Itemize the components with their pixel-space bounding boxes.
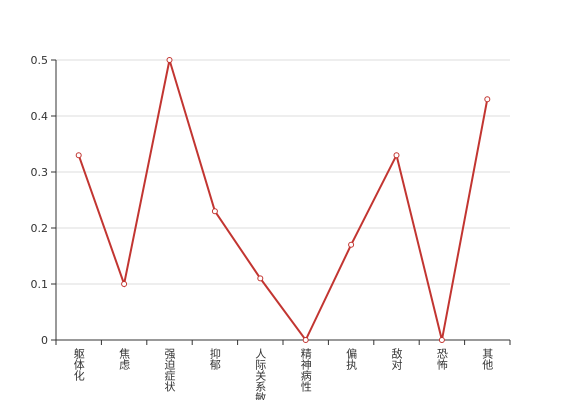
x-tick-label: 强迫症状 (163, 348, 176, 392)
y-tick-label: 0.4 (31, 110, 49, 123)
y-tick-label: 0.3 (31, 166, 49, 179)
line (77, 59, 489, 342)
point (211, 208, 218, 215)
x-tick-label: 恐怖 (435, 348, 448, 370)
point (166, 57, 173, 63)
x-tick-label: 躯体化 (72, 348, 85, 382)
point (121, 281, 128, 287)
x-tick-label: 敌对 (390, 347, 403, 370)
point (302, 337, 309, 343)
x-tick-label: 偏执 (345, 347, 358, 371)
point (393, 152, 400, 159)
y-tick-label: 0.2 (31, 222, 49, 235)
point (257, 275, 264, 282)
y-tick-label: 0.5 (31, 54, 49, 67)
point (484, 96, 491, 103)
point (75, 152, 82, 159)
x-tick-label: 人际关系敏感 (254, 348, 267, 400)
y-tick-label: 0 (41, 334, 48, 347)
x-tick-label: 其他 (481, 348, 494, 370)
y-tick-label: 0.1 (31, 278, 49, 291)
point (438, 337, 445, 343)
point (348, 241, 355, 248)
x-tick-label: 焦虑 (118, 348, 131, 370)
x-tick-label: 精神病性 (299, 348, 312, 393)
x-tick-label: 抑郁 (208, 347, 221, 370)
